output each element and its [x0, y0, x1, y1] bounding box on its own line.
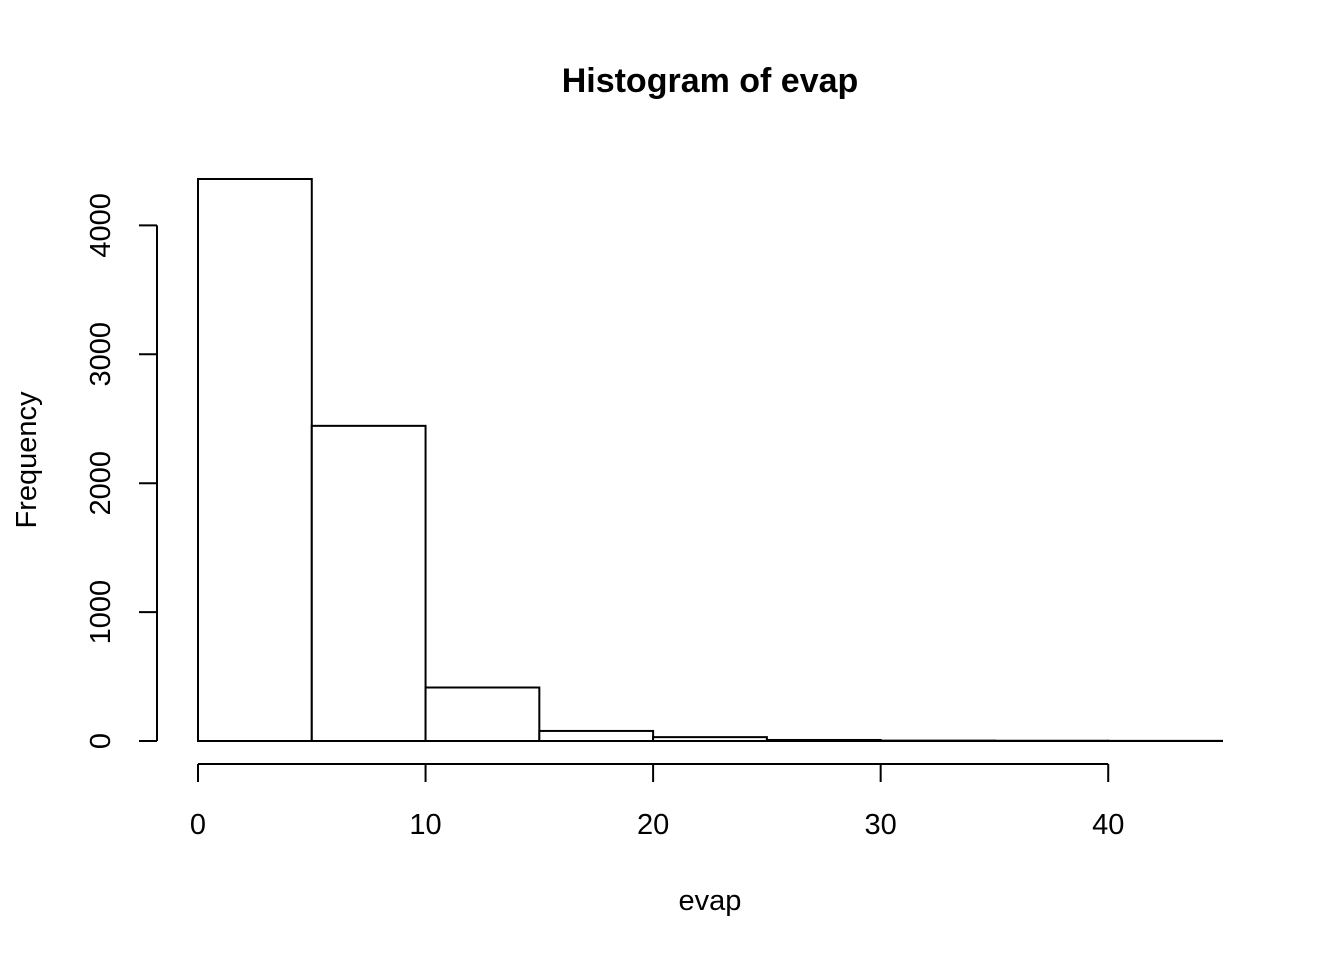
y-tick-label-4: 4000 [85, 193, 117, 258]
y-axis: 0 1000 2000 3000 4000 [85, 193, 158, 749]
histogram-bar-4 [652, 736, 768, 743]
y-tick-label-3: 3000 [85, 322, 117, 387]
x-tick-label-4: 40 [1092, 809, 1124, 841]
x-tick-label-3: 30 [865, 809, 897, 841]
x-axis: 0 10 20 30 40 [190, 763, 1124, 841]
x-tick-label-2: 20 [637, 809, 669, 841]
bars-group [197, 178, 1223, 743]
y-tick-label-0: 0 [85, 733, 117, 749]
y-axis-label: Frequency [11, 391, 43, 529]
chart-title: Histogram of evap [562, 62, 859, 100]
x-tick-label-0: 0 [190, 809, 206, 841]
y-tick-label-2: 2000 [85, 451, 117, 516]
histogram-bar-0 [197, 178, 313, 742]
histogram-bar-3 [538, 729, 655, 742]
y-tick-label-1: 1000 [85, 580, 117, 645]
x-tick-label-1: 10 [409, 809, 441, 841]
histogram-bar-1 [310, 424, 427, 742]
x-axis-label: evap [679, 885, 742, 917]
histogram-bar-2 [424, 686, 541, 743]
histogram-bar-5 [765, 738, 882, 743]
